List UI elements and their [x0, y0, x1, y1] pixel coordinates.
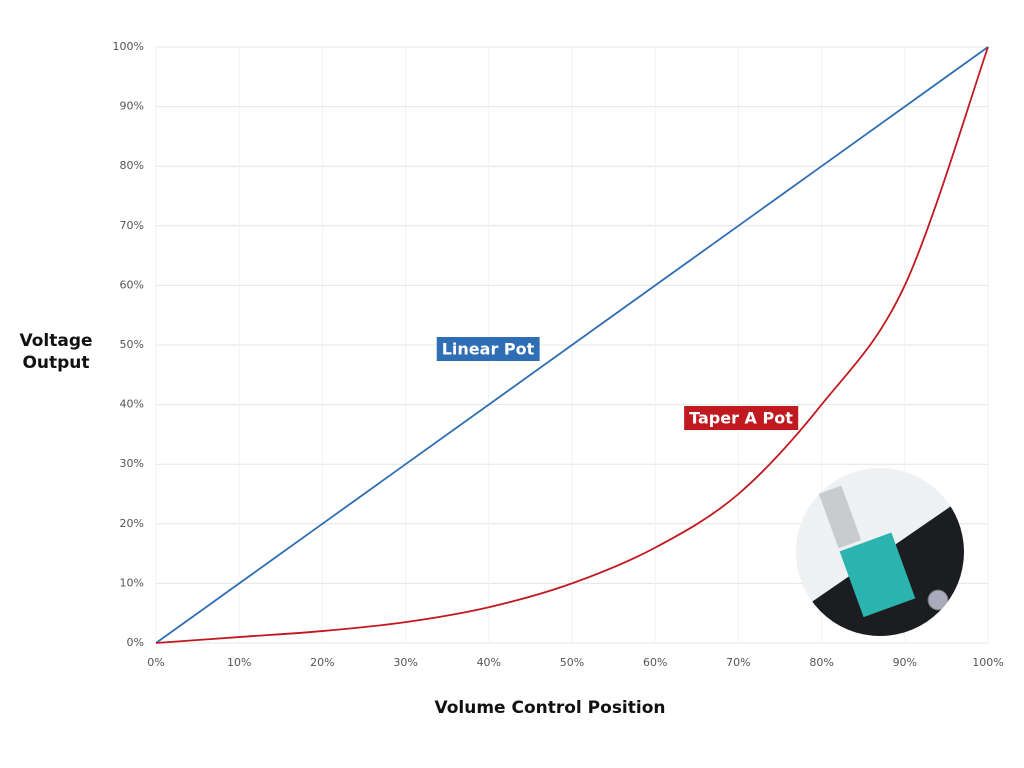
x-tick-label: 0% — [147, 656, 164, 669]
x-tick-label: 40% — [477, 656, 501, 669]
x-tick-label: 100% — [972, 656, 1003, 669]
potentiometer-photo — [796, 468, 964, 636]
x-tick-label: 10% — [227, 656, 251, 669]
plot: Linear Pot Taper A Pot — [155, 46, 989, 644]
y-axis-title: Voltage Output — [19, 331, 93, 373]
y-tick-label: 50% — [120, 338, 144, 351]
y-tick-label: 10% — [120, 576, 144, 589]
x-tick-label: 50% — [560, 656, 584, 669]
series-line — [155, 46, 989, 644]
y-tick-label: 20% — [120, 517, 144, 530]
series-line — [155, 46, 989, 644]
x-tick-label: 70% — [726, 656, 750, 669]
series-label: Taper A Pot — [689, 409, 793, 428]
y-tick-label: 90% — [120, 100, 144, 113]
x-tick-label: 30% — [393, 656, 417, 669]
y-tick-label: 100% — [113, 40, 144, 53]
y-tick-label: 0% — [127, 636, 144, 649]
x-axis-title: Volume Control Position — [434, 698, 665, 718]
y-tick-label: 60% — [120, 278, 144, 291]
series-label-box — [684, 406, 799, 430]
x-tick-label: 60% — [643, 656, 667, 669]
x-tick-label: 20% — [310, 656, 334, 669]
series-label: Linear Pot — [442, 340, 535, 359]
y-tick-label: 70% — [120, 219, 144, 232]
series-label-box — [436, 337, 540, 361]
y-tick-label: 30% — [120, 457, 144, 470]
x-tick-label: 90% — [893, 656, 917, 669]
y-tick-label: 80% — [120, 159, 144, 172]
x-tick-label: 80% — [809, 656, 833, 669]
y-tick-label: 40% — [120, 398, 144, 411]
